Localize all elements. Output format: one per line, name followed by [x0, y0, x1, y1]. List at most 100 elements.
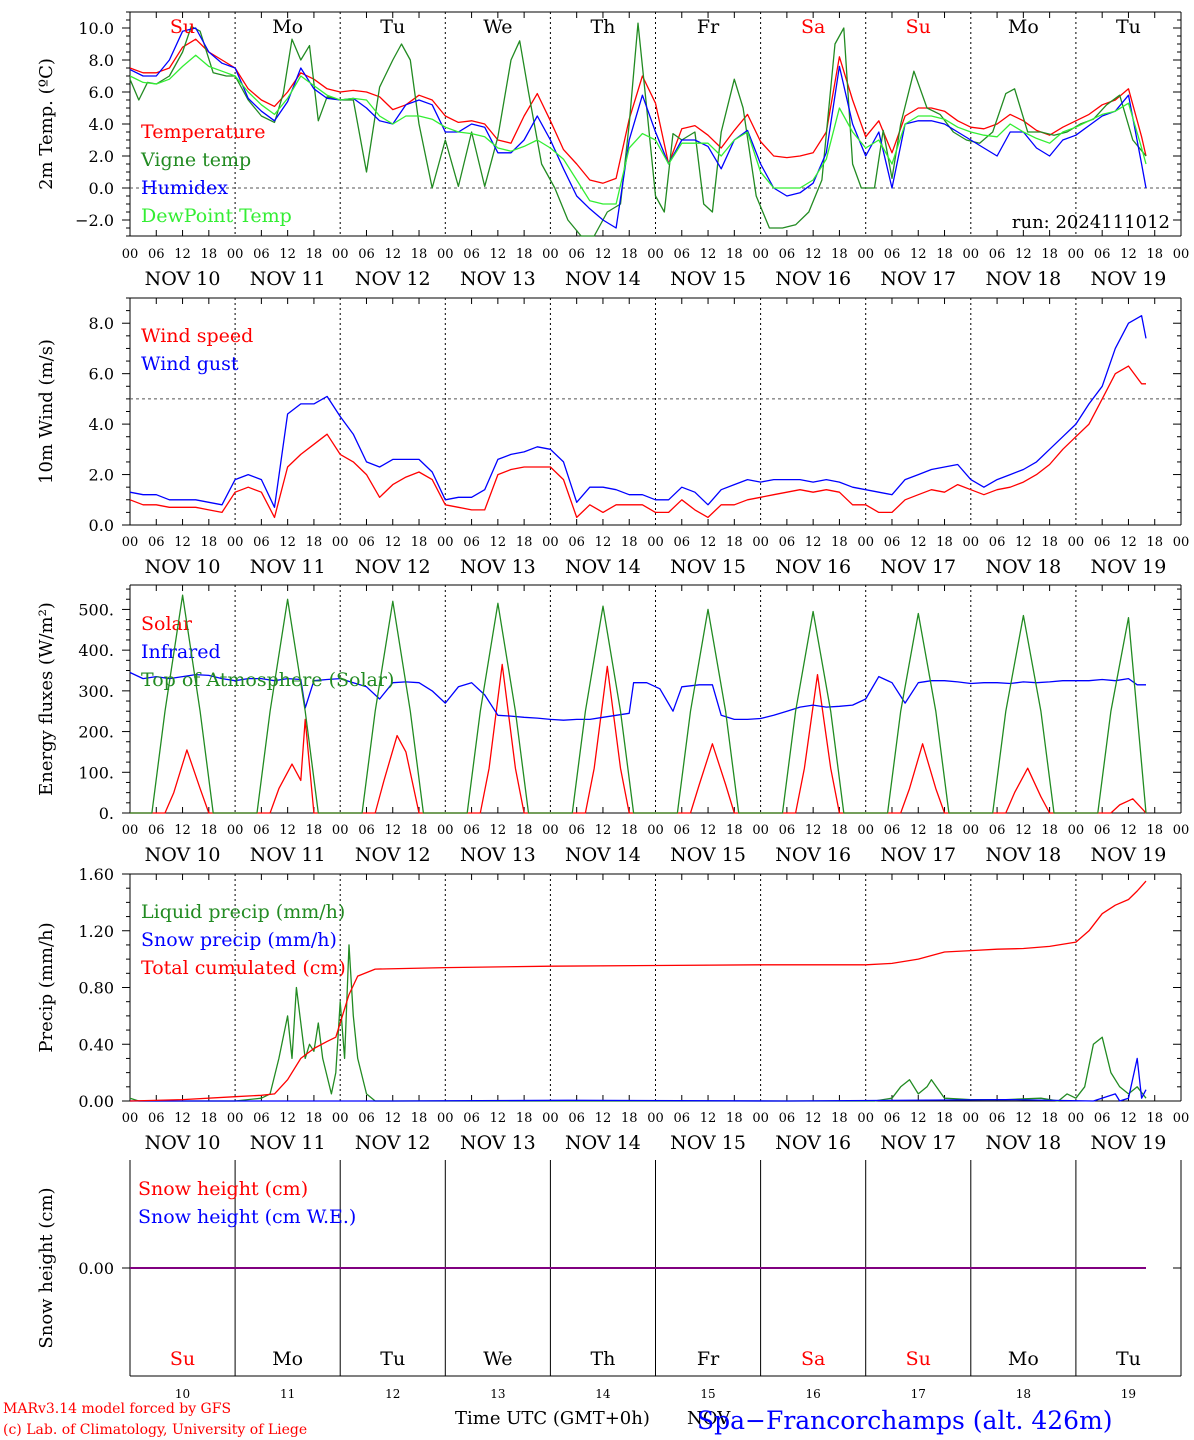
- hour-label: 18: [726, 823, 743, 838]
- date-label: NOV 16: [775, 268, 851, 290]
- panel-2: 0.0 2.0 4.0 6.0 8.0 10m Wind (m/s) Wind speed W…: [36, 297, 1189, 578]
- hour-label: 00: [857, 247, 874, 262]
- y-tick-label: 6.0: [89, 83, 114, 102]
- hour-label: 00: [332, 1111, 349, 1126]
- hour-label: 06: [1094, 1111, 1111, 1126]
- weekday-label: Th: [590, 16, 615, 38]
- hour-label: 18: [936, 247, 953, 262]
- date-label: NOV 16: [775, 1132, 851, 1154]
- hour-label: 00: [122, 1111, 139, 1126]
- weekday-label: Su: [170, 16, 195, 38]
- hour-label: 00: [752, 247, 769, 262]
- hour-label: 12: [910, 1111, 927, 1126]
- hour-label: 12: [700, 1111, 717, 1126]
- hour-label: 12: [174, 823, 191, 838]
- date-label: NOV 19: [1091, 844, 1167, 866]
- day-number-label: 14: [595, 1387, 611, 1401]
- date-label: NOV 10: [145, 268, 221, 290]
- weekday-label: Mo: [272, 16, 303, 38]
- weekday-label: Th: [590, 1348, 615, 1370]
- hour-label: 00: [122, 535, 139, 550]
- date-label: NOV 12: [355, 1132, 431, 1154]
- hour-label: 06: [253, 823, 270, 838]
- day-number-label: 17: [911, 1387, 926, 1401]
- hour-label: 12: [490, 1111, 507, 1126]
- date-label: NOV 17: [880, 844, 956, 866]
- hour-label: 06: [884, 823, 901, 838]
- hour-label: 18: [621, 823, 638, 838]
- date-label: NOV 10: [145, 844, 221, 866]
- y-axis-label: Precip (mm/h): [36, 922, 57, 1052]
- hour-label: 06: [358, 535, 375, 550]
- hour-label: 06: [148, 1111, 165, 1126]
- hour-label: 18: [411, 535, 428, 550]
- model-credit-line1: MARv3.14 model forced by GFS: [3, 1401, 231, 1417]
- legend-entry: Snow precip (mm/h): [141, 929, 337, 951]
- y-tick-label: 2.0: [89, 466, 114, 485]
- weekday-label: Su: [906, 16, 931, 38]
- date-label: NOV 12: [355, 556, 431, 578]
- hour-label: 06: [1094, 247, 1111, 262]
- hour-label: 12: [174, 1111, 191, 1126]
- legend-entry: Top of Atmosphere (Solar): [141, 669, 394, 691]
- hour-label: 06: [989, 535, 1006, 550]
- hour-label: 00: [332, 823, 349, 838]
- date-label: NOV 17: [880, 268, 956, 290]
- hour-label: 12: [595, 1111, 612, 1126]
- day-number-label: 15: [700, 1387, 715, 1401]
- date-label: NOV 15: [670, 844, 746, 866]
- date-label: NOV 18: [985, 556, 1061, 578]
- y-tick-label: 300.: [78, 682, 114, 701]
- hour-label: 18: [1041, 1111, 1058, 1126]
- hour-label: 12: [1120, 535, 1137, 550]
- hour-label: 18: [726, 1111, 743, 1126]
- hour-label: 18: [516, 1111, 533, 1126]
- y-tick-label: 0.00: [78, 1092, 114, 1111]
- y-tick-label: 0.00: [78, 1259, 114, 1278]
- hour-label: 06: [779, 823, 796, 838]
- hour-label: 12: [279, 247, 296, 262]
- date-label: NOV 10: [145, 1132, 221, 1154]
- hour-label: 06: [779, 247, 796, 262]
- hour-label: 12: [490, 535, 507, 550]
- hour-label: 18: [201, 823, 218, 838]
- weekday-label: We: [483, 16, 512, 38]
- series-line-2: [129, 22, 1147, 237]
- hour-label: 00: [1068, 1111, 1085, 1126]
- hour-label: 00: [963, 823, 980, 838]
- hour-label: 06: [463, 247, 480, 262]
- hour-label: 12: [1120, 1111, 1137, 1126]
- legend-entry: DewPoint Temp: [141, 205, 292, 227]
- hour-label: 18: [516, 823, 533, 838]
- hour-label: 00: [542, 247, 559, 262]
- legend-entry: Infrared: [141, 641, 221, 663]
- weekday-label: Tu: [1116, 16, 1141, 38]
- hour-label: 18: [201, 535, 218, 550]
- hour-label: 00: [1068, 823, 1085, 838]
- hour-label: 18: [1041, 535, 1058, 550]
- day-number-label: 11: [280, 1387, 295, 1401]
- weekday-label: Su: [170, 1348, 195, 1370]
- hour-label: 18: [1041, 823, 1058, 838]
- hour-label: 18: [726, 247, 743, 262]
- hour-label: 18: [306, 535, 323, 550]
- hour-label: 12: [700, 823, 717, 838]
- hour-label: 06: [568, 823, 585, 838]
- y-tick-label: 100.: [78, 763, 114, 782]
- date-label: NOV 15: [670, 268, 746, 290]
- hour-label: 06: [884, 247, 901, 262]
- hour-label: 12: [279, 1111, 296, 1126]
- day-number-label: 10: [175, 1387, 190, 1401]
- hour-label: 12: [279, 535, 296, 550]
- date-label: NOV 11: [250, 1132, 326, 1154]
- date-label: NOV 17: [880, 1132, 956, 1154]
- date-label: NOV 16: [775, 844, 851, 866]
- weekday-label: Sa: [801, 16, 825, 38]
- hour-label: 12: [279, 823, 296, 838]
- hour-label: 00: [122, 823, 139, 838]
- date-label: NOV 11: [250, 268, 326, 290]
- hour-label: 06: [463, 823, 480, 838]
- hour-label: 06: [989, 823, 1006, 838]
- legend-entry: Snow height (cm): [138, 1178, 308, 1200]
- date-label: NOV 17: [880, 556, 956, 578]
